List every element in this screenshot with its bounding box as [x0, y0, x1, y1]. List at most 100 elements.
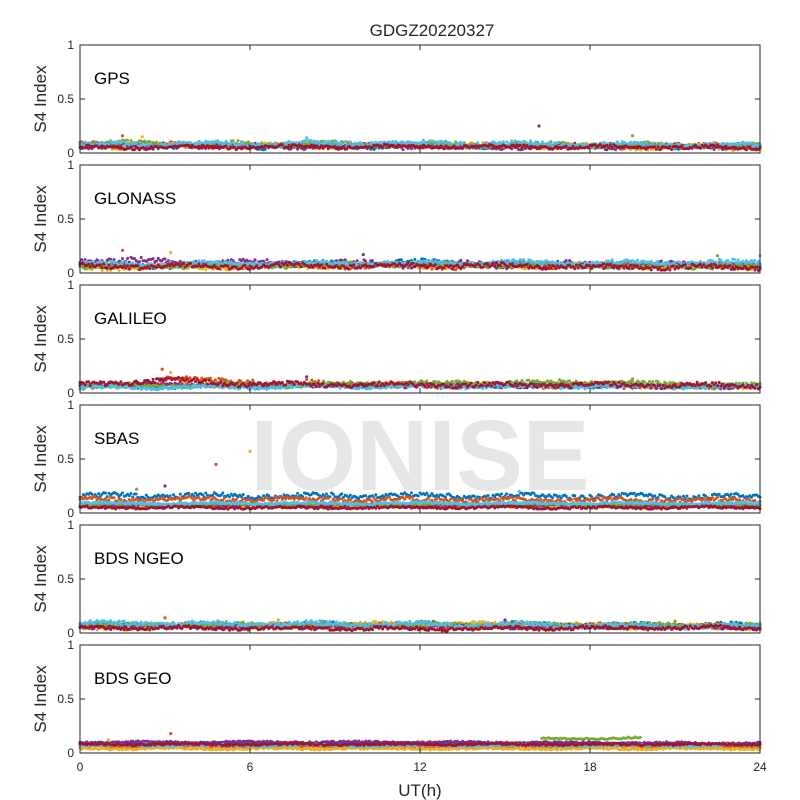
data-point: [540, 140, 544, 144]
data-point: [224, 144, 228, 148]
data-point: [253, 258, 257, 262]
data-point: [126, 256, 130, 260]
data-point: [319, 144, 323, 148]
data-point: [166, 259, 170, 263]
data-point: [442, 147, 446, 151]
data-point: [197, 259, 201, 263]
data-point: [139, 139, 143, 143]
data-point: [476, 141, 480, 145]
data-point: [325, 144, 328, 148]
data-point: [381, 145, 385, 149]
data-point: [318, 146, 322, 150]
data-point: [432, 139, 436, 143]
data-point: [370, 141, 374, 145]
plot-area: [80, 45, 760, 153]
data-point: [323, 139, 327, 143]
data-point: [265, 258, 269, 262]
data-point: [564, 144, 568, 148]
data-point: [459, 258, 463, 262]
data-point: [370, 259, 374, 263]
data-point: [80, 258, 84, 262]
data-point: [132, 148, 136, 152]
figure-title: GDGZ20220327: [370, 21, 495, 40]
data-point: [440, 140, 444, 144]
outlier-point: [630, 134, 635, 138]
data-point: [348, 140, 352, 144]
data-point: [699, 146, 702, 150]
data-point: [452, 144, 456, 148]
data-point: [163, 142, 167, 146]
data-point: [316, 140, 320, 143]
outlier-point: [305, 136, 309, 140]
data-point: [449, 141, 453, 145]
data-point: [644, 141, 648, 145]
data-point: [121, 257, 124, 261]
data-point: [525, 144, 529, 147]
data-point: [518, 143, 522, 147]
data-point: [129, 145, 133, 149]
data-point: [138, 260, 141, 264]
data-point: [712, 140, 716, 144]
data-point: [413, 257, 417, 261]
data-point: [668, 145, 672, 148]
data-point: [360, 142, 364, 146]
data-point: [151, 257, 155, 261]
data-point: [126, 138, 130, 142]
y-axis-label: S4 Index: [31, 65, 50, 133]
data-point: [364, 259, 368, 263]
data-point: [750, 141, 753, 145]
data-point: [121, 140, 124, 144]
outlier-point: [120, 134, 125, 138]
data-point: [510, 139, 514, 143]
data-point: [124, 260, 128, 264]
data-point: [523, 140, 527, 144]
data-point: [163, 257, 167, 261]
data-point: [598, 143, 602, 147]
scatter-points: [78, 124, 762, 152]
data-point: [268, 142, 272, 146]
data-point: [653, 145, 657, 149]
data-point: [513, 139, 517, 143]
outlier-point: [140, 135, 144, 139]
data-point: [155, 140, 158, 144]
data-point: [139, 256, 143, 259]
data-point: [529, 139, 532, 143]
data-point: [520, 146, 524, 150]
data-point: [121, 260, 124, 264]
data-point: [263, 147, 267, 151]
data-point: [498, 266, 502, 270]
data-point: [651, 141, 655, 145]
data-point: [289, 145, 293, 149]
data-point: [670, 142, 674, 146]
data-point: [379, 141, 383, 145]
data-point: [204, 268, 208, 272]
data-point: [571, 144, 575, 148]
data-point: [236, 139, 240, 143]
data-point: [656, 145, 660, 149]
data-point: [399, 258, 403, 262]
data-point: [670, 148, 674, 151]
data-point: [501, 140, 505, 144]
data-point: [654, 147, 658, 151]
data-point: [342, 145, 345, 148]
plot-area: [80, 165, 760, 273]
data-point: [117, 268, 121, 272]
data-point: [155, 259, 158, 263]
data-point: [199, 146, 203, 150]
data-point: [744, 148, 748, 152]
data-point: [556, 141, 560, 145]
data-point: [83, 146, 87, 150]
data-point: [219, 141, 223, 144]
data-point: [343, 140, 347, 144]
data-point: [224, 139, 228, 143]
data-point: [134, 141, 138, 145]
outlier-point: [537, 124, 541, 128]
data-point: [610, 146, 614, 150]
y-tick-label: 1: [67, 38, 74, 52]
y-tick-label: 0.5: [57, 92, 74, 106]
data-point: [280, 143, 284, 147]
data-point: [241, 141, 245, 144]
